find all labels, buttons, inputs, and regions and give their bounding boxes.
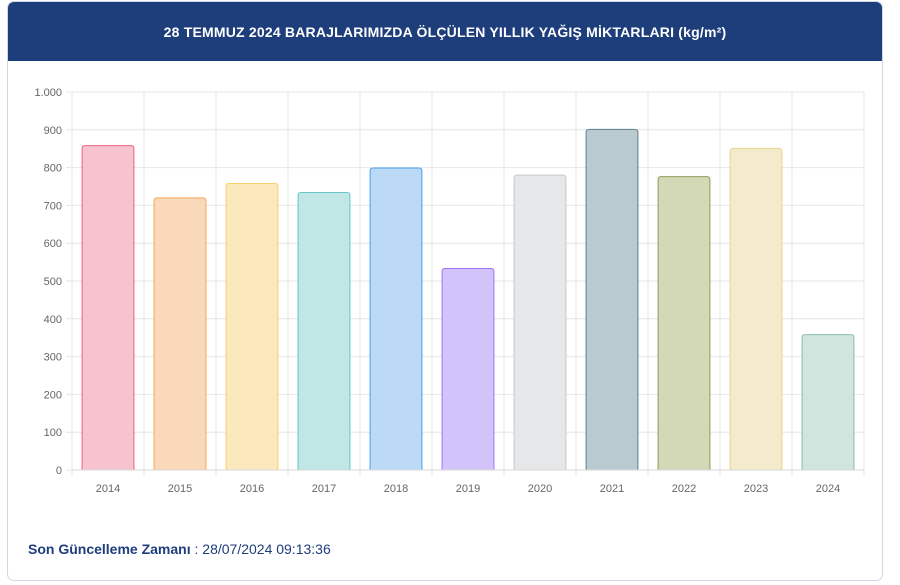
y-tick-label: 0 [56, 465, 62, 477]
bar-2024 [801, 334, 855, 471]
y-tick-label: 700 [44, 200, 62, 212]
x-tick-label: 2015 [168, 483, 192, 495]
y-tick-label: 800 [44, 163, 62, 175]
y-tick-label: 300 [44, 352, 62, 364]
x-tick-label: 2024 [816, 483, 840, 495]
bar-2017 [297, 192, 351, 471]
chart-card: 28 TEMMUZ 2024 BARAJLARIMIZDA ÖLÇÜLEN YI… [7, 1, 883, 581]
bar-2019 [441, 268, 495, 471]
y-tick-label: 400 [44, 314, 62, 326]
bar-2018 [369, 167, 423, 471]
bar-2016 [225, 182, 279, 471]
last-updated-timestamp: 28/07/2024 09:13:36 [202, 541, 331, 557]
chart-title: 28 TEMMUZ 2024 BARAJLARIMIZDA ÖLÇÜLEN YI… [8, 2, 882, 61]
x-tick-label: 2022 [672, 483, 696, 495]
bar-2020 [513, 174, 567, 471]
bar-2021 [585, 128, 639, 471]
y-tick-label: 100 [44, 427, 62, 439]
bar-2022 [657, 176, 711, 471]
x-tick-label: 2016 [240, 483, 264, 495]
bar-2023 [729, 147, 783, 471]
x-tick-label: 2019 [456, 483, 480, 495]
last-updated-separator: : [190, 541, 203, 557]
x-tick-label: 2021 [600, 483, 624, 495]
y-tick-label: 600 [44, 238, 62, 250]
x-tick-label: 2020 [528, 483, 552, 495]
x-tick-label: 2018 [384, 483, 408, 495]
y-tick-label: 900 [44, 125, 62, 137]
y-tick-label: 1.000 [34, 87, 62, 99]
x-tick-label: 2014 [96, 483, 120, 495]
bar-2014 [81, 145, 135, 471]
x-tick-label: 2023 [744, 483, 768, 495]
last-updated: Son Güncelleme Zamanı : 28/07/2024 09:13… [28, 541, 331, 557]
bar-chart: 0 100 200 300 400 500 600 700 800 900 1.000 2014 201… [34, 87, 865, 495]
y-tick-label: 500 [44, 276, 62, 288]
x-tick-label: 2017 [312, 483, 336, 495]
bar-2015 [153, 197, 207, 471]
last-updated-label: Son Güncelleme Zamanı [28, 541, 191, 557]
y-tick-label: 200 [44, 389, 62, 401]
